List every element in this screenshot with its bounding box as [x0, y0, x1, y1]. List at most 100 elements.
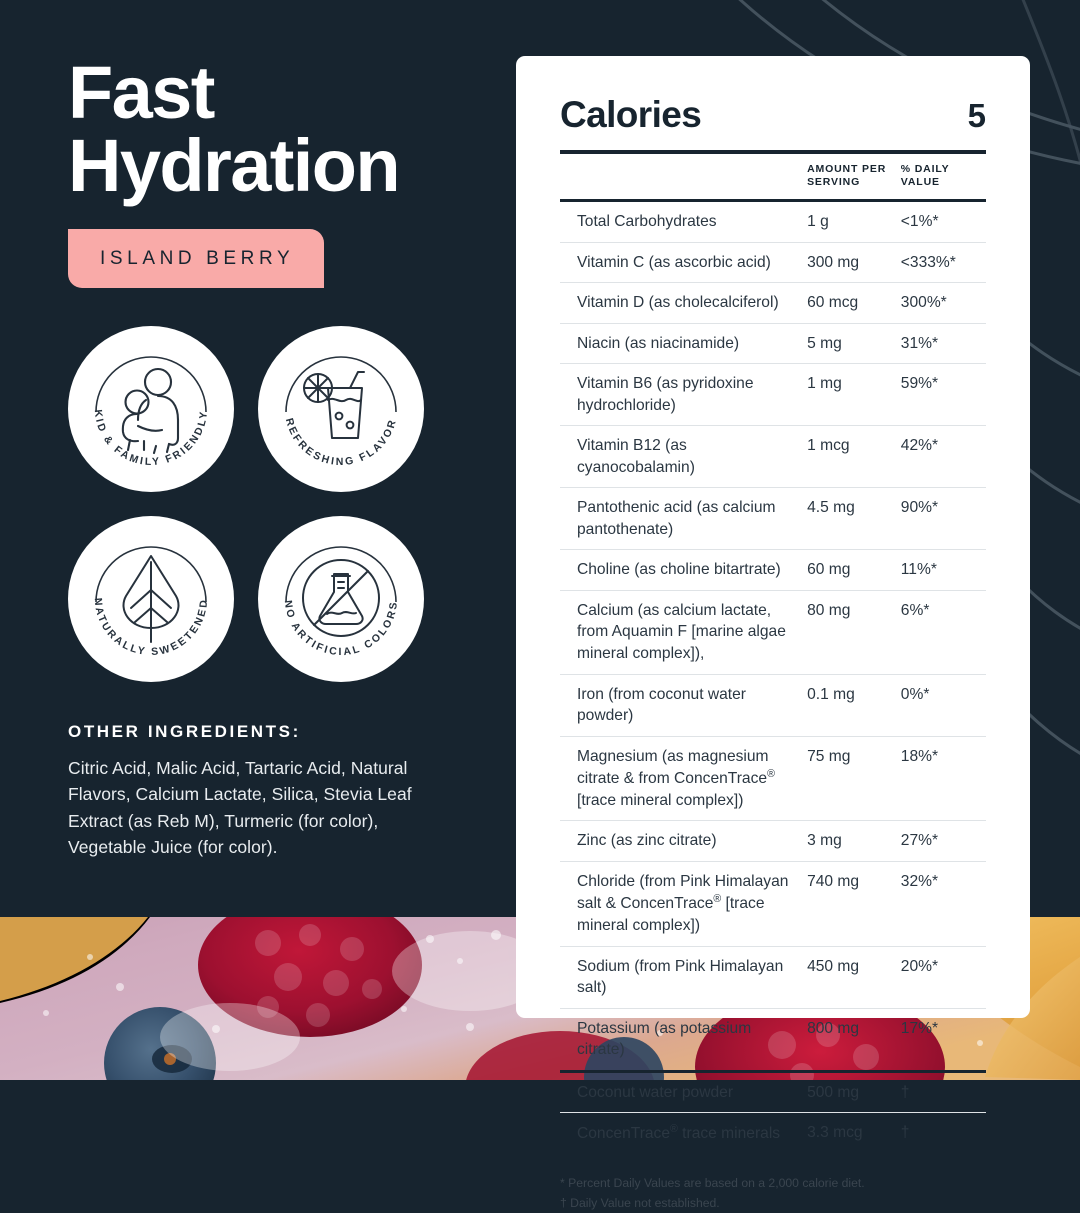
nutrient-daily-value: 11%*: [900, 549, 986, 591]
column-header-daily-value: % DAILY VALUE: [900, 162, 950, 189]
nutrient-name: Niacin (as niacinamide): [560, 322, 808, 364]
no-flask-icon: [302, 558, 380, 637]
nutrient-name: Chloride (from Pink Himalayan salt & Con…: [560, 860, 808, 947]
nutrient-amount: 740 mg: [807, 860, 901, 947]
nutrient-daily-value: 6%*: [900, 589, 986, 674]
nutrient-name: Iron (from coconut water powder): [560, 673, 808, 737]
nutrition-table-body: Total Carbohydrates 1 g <1%* Vitamin C (as …: [560, 202, 986, 1154]
table-row: Vitamin D (as cholecalciferol) 60 mcg 300%…: [560, 282, 986, 324]
divider-above-headers: [560, 150, 986, 154]
flavor-badge: ISLAND BERRY: [68, 228, 325, 288]
table-row: Total Carbohydrates 1 g <1%*: [560, 202, 986, 242]
nutrient-amount: 500 mg: [807, 1069, 901, 1113]
calories-label: Calories: [560, 94, 702, 135]
table-row: Magnesium (as magnesium citrate & from C…: [560, 735, 986, 821]
table-row: ConcenTrace® trace minerals 3.3 mcg †: [560, 1112, 986, 1154]
table-row: Niacin (as niacinamide) 5 mg 31%*: [560, 322, 986, 364]
other-ingredients-text: Citric Acid, Malic Acid, Tartaric Acid, …: [68, 757, 412, 858]
nutrient-daily-value: 31%*: [900, 322, 986, 364]
table-row: Vitamin B6 (as pyridoxine hydrochloride)…: [560, 363, 986, 426]
table-row: Chloride (from Pink Himalayan salt & Con…: [560, 860, 986, 947]
divider-below-headers: [560, 198, 986, 203]
nutrient-daily-value: 18%*: [900, 735, 986, 821]
nutrient-name: Vitamin B12 (as cyanocobalamin): [560, 425, 808, 488]
nutrient-amount: 60 mcg: [807, 282, 901, 324]
nutrient-daily-value: <1%*: [900, 213, 939, 231]
nutrient-amount: 300 mg: [807, 241, 901, 283]
table-row: Coconut water powder 500 mg †: [560, 1069, 986, 1113]
nutrient-name: Choline (as choline bitartrate): [560, 549, 808, 591]
seal-refreshing-flavor: REFRESHING FLAVOR: [258, 325, 424, 492]
nutrient-amount: 1 mcg: [807, 425, 901, 488]
table-row: Zinc (as zinc citrate) 3 mg 27%*: [560, 820, 986, 862]
nutrient-name: Vitamin B6 (as pyridoxine hydrochloride): [560, 363, 808, 426]
nutrient-amount: 1 mg: [807, 363, 901, 426]
footnote-dagger: † Daily Value not established.: [560, 1195, 720, 1210]
table-row: Pantothenic acid (as calcium pantothenat…: [560, 487, 986, 550]
nutrient-name: Zinc (as zinc citrate): [560, 820, 808, 862]
nutrition-table: AMOUNT PER SERVING % DAILY VALUE: [560, 154, 986, 199]
table-row: Vitamin C (as ascorbic acid) 300 mg <333%*: [560, 241, 986, 283]
table-row: Iron (from coconut water powder) 0.1 mg 0%…: [560, 673, 986, 737]
glass-with-citrus-icon: [303, 370, 365, 439]
nutrient-daily-value: †: [900, 1112, 986, 1154]
nutrient-daily-value: <333%*: [900, 241, 986, 283]
leaf-icon: [122, 554, 180, 643]
nutrient-amount: 75 mg: [807, 735, 901, 821]
nutrient-daily-value: †: [900, 1069, 986, 1113]
nutrition-table-header: AMOUNT PER SERVING % DAILY VALUE: [560, 154, 986, 199]
nutrient-name: Sodium (from Pink Himalayan salt): [560, 945, 808, 1009]
nutrient-name: ConcenTrace® trace minerals: [560, 1112, 808, 1154]
nutrient-name: Vitamin C (as ascorbic acid): [560, 241, 808, 283]
nutrient-name: Magnesium (as magnesium citrate & from C…: [560, 735, 808, 821]
nutrient-name: Vitamin D (as cholecalciferol): [560, 282, 808, 324]
table-row: Potassium (as potassium citrate) 800 mg 17…: [560, 1007, 986, 1072]
nutrient-daily-value: 27%*: [900, 820, 986, 862]
footnotes-block: * Percent Daily Values are based on a 2,…: [560, 1153, 986, 1213]
nutrient-amount: 60 mg: [807, 549, 901, 591]
nutrient-amount: 800 mg: [807, 1007, 901, 1072]
seal-no-artificial-colors: NO ARTIFICIAL COLORS: [258, 515, 424, 682]
nutrient-daily-value: 90%*: [900, 487, 986, 550]
parent-and-child-icon: [121, 367, 180, 454]
nutrient-amount: 4.5 mg: [807, 487, 901, 550]
nutrient-daily-value: 300%*: [900, 282, 986, 324]
nutrient-daily-value: 17%*: [900, 1007, 986, 1072]
column-header-name: [560, 154, 807, 199]
nutrient-amount: 3 mg: [807, 820, 901, 862]
footnote-daily-values: * Percent Daily Values are based on a 2,…: [560, 1175, 865, 1190]
nutrient-amount: 5 mg: [807, 322, 901, 364]
nutrient-daily-value: 32%*: [900, 860, 986, 947]
nutrient-amount: 0.1 mg: [807, 673, 901, 737]
table-row: Sodium (from Pink Himalayan salt) 450 mg 2…: [560, 945, 986, 1009]
nutrient-daily-value: 59%*: [900, 363, 986, 426]
nutrient-amount: 3.3 mcg: [807, 1112, 901, 1154]
seal-naturally-sweetened: NATURALLY SWEETENED: [68, 515, 234, 682]
calories-row: Calories 5: [560, 94, 986, 150]
seal-badge-grid: KID & FAMILY FRIENDLY: [68, 325, 488, 682]
seal-kid-family-friendly: KID & FAMILY FRIENDLY: [68, 325, 234, 492]
nutrient-amount: 450 mg: [807, 945, 901, 1009]
nutrient-name: Pantothenic acid (as calcium pantothenat…: [560, 487, 808, 550]
other-ingredients-block: OTHER INGREDIENTS: Citric Acid, Malic Ac…: [68, 722, 458, 861]
nutrition-rows: Total Carbohydrates 1 g <1%* Vitamin C (as …: [560, 202, 986, 1154]
left-content-column: Fast Hydration ISLAND BERRY: [68, 56, 488, 861]
nutrient-name: Potassium (as potassium citrate): [560, 1007, 808, 1072]
calories-value: 5: [967, 97, 986, 134]
nutrient-daily-value: 20%*: [900, 945, 986, 1009]
title-line-1: Fast: [68, 51, 215, 134]
other-ingredients-heading: OTHER INGREDIENTS:: [68, 721, 301, 741]
nutrient-name: Total Carbohydrates: [577, 213, 717, 231]
column-header-amount: AMOUNT PER SERVING: [807, 162, 887, 189]
nutrition-facts-card: Calories 5 AMOUNT PER SERVING % DAILY VA…: [516, 56, 1030, 1210]
page-title: Fast Hydration: [68, 56, 488, 203]
nutrient-name: Coconut water powder: [560, 1069, 808, 1113]
nutrient-daily-value: 42%*: [900, 425, 986, 488]
table-row: Choline (as choline bitartrate) 60 mg 11%*: [560, 549, 986, 591]
nutrient-amount: 1 g: [807, 213, 829, 231]
nutrient-daily-value: 0%*: [900, 673, 986, 737]
nutrient-name: Calcium (as calcium lactate, from Aquami…: [560, 589, 808, 674]
title-line-2: Hydration: [68, 124, 401, 208]
table-row: Vitamin B12 (as cyanocobalamin) 1 mcg 42%*: [560, 425, 986, 488]
nutrient-amount: 80 mg: [807, 589, 901, 674]
